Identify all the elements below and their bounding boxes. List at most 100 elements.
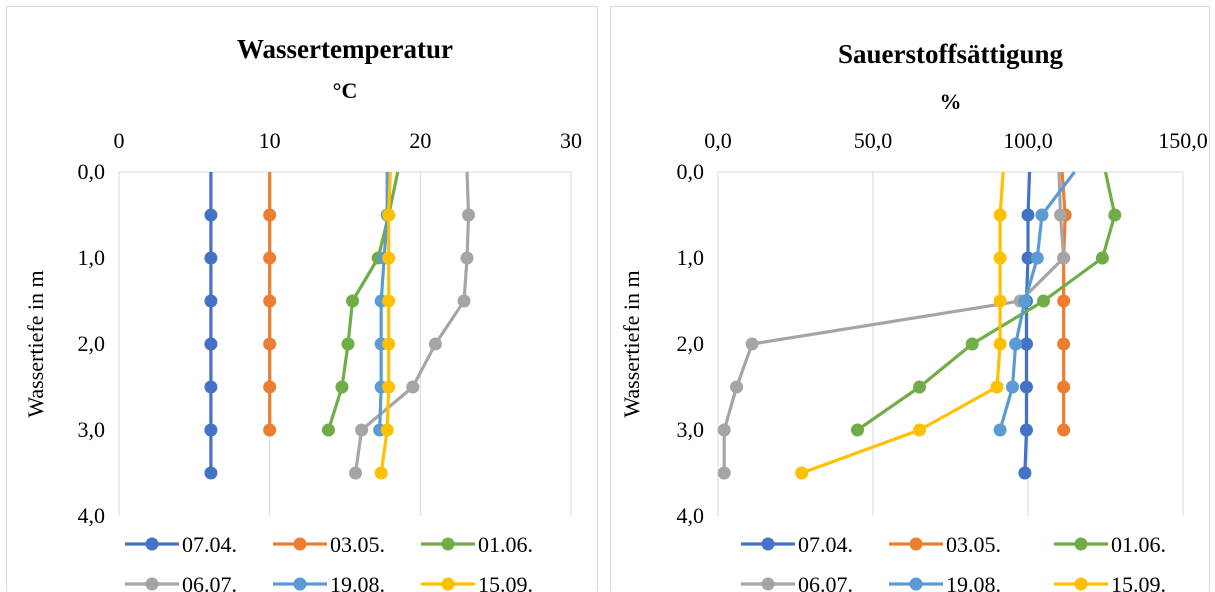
data-point-07-04 xyxy=(204,294,218,308)
data-point-07-04 xyxy=(204,380,218,394)
y-tick-label: 4,0 xyxy=(78,503,106,528)
series-line-06-07 xyxy=(722,171,1066,473)
data-point-19-08 xyxy=(1035,208,1049,222)
data-point-15-09 xyxy=(382,208,396,222)
data-point-06-07 xyxy=(730,380,744,394)
data-point-03-05 xyxy=(263,380,277,394)
data-point-03-05 xyxy=(263,337,277,351)
legend-swatch-marker xyxy=(909,537,923,551)
data-point-03-05 xyxy=(1057,337,1071,351)
data-point-06-07 xyxy=(349,466,363,480)
series-line-15-09 xyxy=(379,171,392,474)
x-tick-label: 30 xyxy=(560,128,582,153)
data-point-03-05 xyxy=(263,251,277,265)
series-line-07-04 xyxy=(1023,171,1032,474)
y-axis-label: Wassertiefe in m xyxy=(23,270,48,417)
oxygen-chart: Sauerstoffsättigung% 0,0 50,0 100,0 150,0 0,0… xyxy=(619,39,1208,592)
y-axis-label: Wassertiefe in m xyxy=(619,270,644,417)
data-point-07-04 xyxy=(204,337,218,351)
data-point-06-07 xyxy=(1054,208,1068,222)
data-point-19-08 xyxy=(1030,251,1044,265)
data-point-15-09 xyxy=(993,208,1007,222)
data-point-15-09 xyxy=(382,251,396,265)
data-point-06-07 xyxy=(406,380,420,394)
chart-title: Sauerstoffsättigung xyxy=(838,39,1064,69)
legend-label: 19.08. xyxy=(946,572,1001,592)
data-point-15-09 xyxy=(993,294,1007,308)
series-line-15-09 xyxy=(801,171,1005,475)
y-tick-label: 1,0 xyxy=(677,245,705,270)
data-point-03-05 xyxy=(263,208,277,222)
data-point-07-04 xyxy=(1018,466,1032,480)
legend-label: 03.05. xyxy=(330,532,385,557)
data-point-06-07 xyxy=(745,337,759,351)
x-axis-label: % xyxy=(940,89,962,114)
data-point-03-05 xyxy=(1057,423,1071,437)
data-point-06-07 xyxy=(717,423,731,437)
data-point-01-06 xyxy=(346,294,360,308)
x-tick-label: 150,0 xyxy=(1158,128,1208,153)
legend-label: 07.04. xyxy=(182,532,237,557)
legend-swatch-marker xyxy=(1074,577,1088,591)
legend-label: 19.08. xyxy=(330,572,385,592)
data-point-01-06 xyxy=(321,423,335,437)
data-point-06-07 xyxy=(355,423,369,437)
data-point-07-04 xyxy=(204,251,218,265)
legend-swatch-marker xyxy=(145,577,159,591)
data-point-01-06 xyxy=(1108,208,1122,222)
x-axis-label: °C xyxy=(333,78,358,103)
data-point-03-05 xyxy=(263,423,277,437)
legend-swatch-marker xyxy=(1074,537,1088,551)
data-point-06-07 xyxy=(462,208,476,222)
x-tick-label: 0,0 xyxy=(704,128,732,153)
data-point-15-09 xyxy=(795,466,809,480)
legend-label: 15.09. xyxy=(1111,572,1166,592)
legend-label: 01.06. xyxy=(1111,532,1166,557)
x-tick-label: 0 xyxy=(114,128,125,153)
data-point-07-04 xyxy=(1019,423,1033,437)
data-point-15-09 xyxy=(913,423,926,437)
data-point-07-04 xyxy=(1021,251,1035,265)
x-tick-label: 100,0 xyxy=(1003,128,1053,153)
data-point-15-09 xyxy=(990,380,1004,394)
legend-label: 07.04. xyxy=(798,532,853,557)
data-point-19-08 xyxy=(1006,380,1019,394)
data-point-15-09 xyxy=(380,423,394,437)
legend-swatch-marker xyxy=(441,577,455,591)
data-point-01-06 xyxy=(965,337,979,351)
data-point-01-06 xyxy=(1037,294,1050,308)
data-point-01-06 xyxy=(335,380,349,394)
data-point-01-06 xyxy=(913,380,926,394)
legend-swatch-marker xyxy=(293,577,307,591)
y-tick-label: 4,0 xyxy=(677,503,705,528)
data-point-06-07 xyxy=(457,294,471,308)
legend-swatch-marker xyxy=(441,537,455,551)
data-point-15-09 xyxy=(382,337,396,351)
data-point-03-05 xyxy=(1057,380,1071,394)
legend-label: 06.07. xyxy=(182,572,237,592)
data-point-15-09 xyxy=(382,294,396,308)
data-point-03-05 xyxy=(263,294,277,308)
oxygen-chart-panel: Sauerstoffsättigung% 0,0 50,0 100,0 150,0 0,0… xyxy=(610,6,1210,592)
legend-label: 06.07. xyxy=(798,572,853,592)
data-point-07-04 xyxy=(1019,380,1033,394)
legend-swatch-marker xyxy=(293,537,307,551)
y-tick-label: 2,0 xyxy=(677,331,705,356)
data-point-06-07 xyxy=(460,251,474,265)
data-point-06-07 xyxy=(428,337,442,351)
y-tick-label: 1,0 xyxy=(78,245,106,270)
y-tick-label: 2,0 xyxy=(78,331,106,356)
y-tick-label: 3,0 xyxy=(677,417,705,442)
data-point-01-06 xyxy=(1095,251,1109,265)
data-point-01-06 xyxy=(341,337,355,351)
data-point-19-08 xyxy=(993,423,1007,437)
legend-swatch-marker xyxy=(145,537,159,551)
data-point-07-04 xyxy=(204,466,218,480)
y-tick-label: 0,0 xyxy=(677,159,705,184)
y-tick-label: 3,0 xyxy=(78,417,106,442)
chart-title: Wassertemperatur xyxy=(237,34,453,64)
x-tick-label: 20 xyxy=(409,128,431,153)
legend-label: 15.09. xyxy=(478,572,533,592)
data-point-06-07 xyxy=(1057,251,1071,265)
data-point-03-05 xyxy=(1057,294,1071,308)
